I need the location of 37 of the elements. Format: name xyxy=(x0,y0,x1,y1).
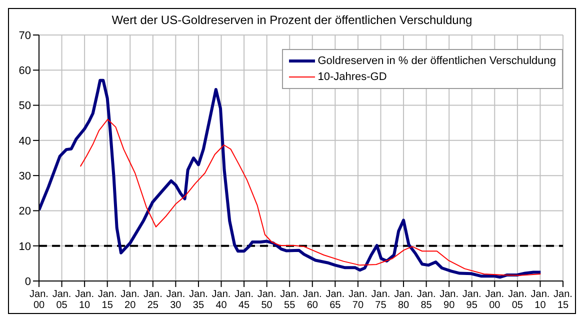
x-tick-label: Jan. 95 xyxy=(462,289,482,311)
y-tick-label: 60 xyxy=(18,65,31,78)
line-series xyxy=(39,78,542,279)
x-tick-label: Jan. 10 xyxy=(75,289,94,311)
x-tick-label: Jan. 05 xyxy=(508,289,527,311)
x-tick-label: Jan. 30 xyxy=(166,289,186,311)
x-tick-label: Jan. 55 xyxy=(280,289,300,311)
legend-label: 10-Jahres-GD xyxy=(318,70,387,85)
legend-label: Goldreserven in % der öffentlichen Verschuldung xyxy=(318,54,556,69)
y-tick-label: 50 xyxy=(18,100,31,112)
y-tick-label: 40 xyxy=(18,135,31,148)
x-tick-label: Jan. 15 xyxy=(98,289,117,311)
x-tick-label: Jan. 20 xyxy=(120,289,140,311)
x-tick-label: Jan. 15 xyxy=(554,289,572,311)
x-tick-label: Jan. 25 xyxy=(143,289,162,311)
x-tick-label: Jan. 85 xyxy=(416,289,436,311)
x-tick-label: Jan. 70 xyxy=(348,289,368,311)
y-tick-label: 70 xyxy=(18,30,31,42)
x-tick-label: Jan. 45 xyxy=(234,289,254,311)
line-series xyxy=(80,118,542,276)
chart-title: Wert der US-Goldreserven in Prozent der öffentlichen Verschuldung xyxy=(110,13,474,27)
y-tick-label: 10 xyxy=(18,240,31,253)
x-tick-label: Jan. 80 xyxy=(394,289,413,311)
y-tick-label: 0 xyxy=(24,276,31,288)
y-tick-label: 20 xyxy=(18,206,31,218)
x-tick-label: Jan. 90 xyxy=(440,289,459,311)
x-tick-label: Jan. 35 xyxy=(189,289,208,311)
x-tick-label: Jan. 65 xyxy=(326,289,345,311)
x-tick-label: Jan. 10 xyxy=(530,289,550,311)
x-tick-label: Jan. 50 xyxy=(257,289,276,311)
x-tick-label: Jan. 60 xyxy=(302,289,322,311)
x-tick-label: Jan. 75 xyxy=(371,289,390,311)
y-tick-label: 30 xyxy=(18,170,31,182)
x-tick-label: Jan. 05 xyxy=(52,289,72,311)
x-tick-label: Jan. 00 xyxy=(30,289,48,311)
x-tick-label: Jan. 00 xyxy=(485,289,504,311)
x-tick-label: Jan. 40 xyxy=(212,289,231,311)
